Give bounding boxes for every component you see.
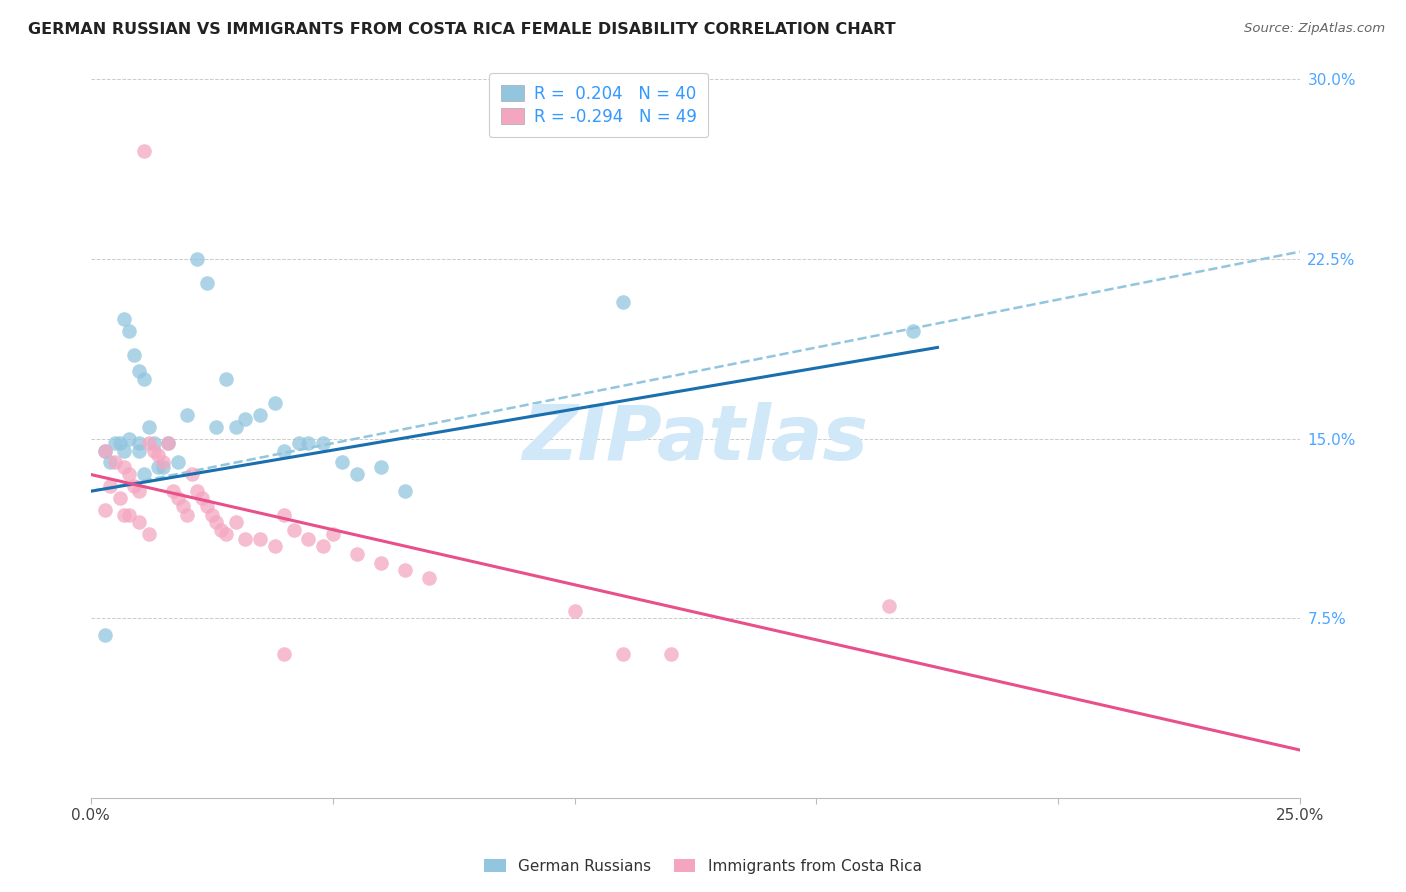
Point bbox=[132, 467, 155, 482]
Point bbox=[249, 408, 271, 422]
Point bbox=[877, 599, 900, 614]
Point bbox=[287, 436, 309, 450]
Text: ZIPatlas: ZIPatlas bbox=[523, 401, 869, 475]
Point bbox=[118, 508, 141, 523]
Point bbox=[225, 516, 247, 530]
Legend: R =  0.204   N = 40, R = -0.294   N = 49: R = 0.204 N = 40, R = -0.294 N = 49 bbox=[489, 73, 709, 137]
Point bbox=[418, 570, 440, 584]
Text: GERMAN RUSSIAN VS IMMIGRANTS FROM COSTA RICA FEMALE DISABILITY CORRELATION CHART: GERMAN RUSSIAN VS IMMIGRANTS FROM COSTA … bbox=[28, 22, 896, 37]
Point bbox=[114, 311, 136, 326]
Point bbox=[312, 436, 335, 450]
Point bbox=[612, 294, 634, 309]
Point bbox=[142, 436, 165, 450]
Point bbox=[564, 604, 586, 618]
Point bbox=[138, 436, 160, 450]
Point bbox=[209, 523, 232, 537]
Point bbox=[114, 460, 136, 475]
Point bbox=[191, 491, 214, 506]
Point bbox=[138, 419, 160, 434]
Point bbox=[122, 479, 145, 493]
Point bbox=[118, 432, 141, 446]
Point bbox=[128, 364, 150, 378]
Point bbox=[122, 348, 145, 362]
Point bbox=[176, 408, 198, 422]
Point bbox=[322, 527, 344, 541]
Point bbox=[108, 436, 131, 450]
Point bbox=[312, 540, 335, 554]
Point bbox=[132, 371, 155, 385]
Point bbox=[98, 455, 121, 469]
Point bbox=[195, 499, 218, 513]
Point bbox=[263, 395, 285, 409]
Point bbox=[200, 508, 222, 523]
Point bbox=[370, 556, 392, 570]
Point bbox=[157, 436, 180, 450]
Point bbox=[297, 436, 319, 450]
Point bbox=[273, 508, 295, 523]
Point bbox=[186, 252, 208, 266]
Point bbox=[176, 508, 198, 523]
Point bbox=[138, 527, 160, 541]
Point bbox=[273, 647, 295, 661]
Point bbox=[166, 455, 188, 469]
Point bbox=[148, 448, 170, 462]
Point bbox=[94, 443, 117, 458]
Point bbox=[152, 460, 174, 475]
Point bbox=[205, 419, 228, 434]
Point bbox=[148, 460, 170, 475]
Point bbox=[132, 144, 155, 158]
Point bbox=[394, 484, 416, 499]
Point bbox=[370, 460, 392, 475]
Point bbox=[108, 491, 131, 506]
Point bbox=[181, 467, 204, 482]
Point bbox=[104, 455, 127, 469]
Point bbox=[205, 516, 228, 530]
Point bbox=[297, 532, 319, 546]
Point bbox=[128, 443, 150, 458]
Point bbox=[249, 532, 271, 546]
Point bbox=[128, 484, 150, 499]
Point bbox=[235, 412, 257, 426]
Point bbox=[903, 324, 925, 338]
Point bbox=[186, 484, 208, 499]
Point bbox=[215, 527, 238, 541]
Point bbox=[157, 436, 180, 450]
Point bbox=[283, 523, 305, 537]
Point bbox=[346, 547, 368, 561]
Point bbox=[162, 484, 184, 499]
Point bbox=[235, 532, 257, 546]
Point bbox=[659, 647, 682, 661]
Point bbox=[346, 467, 368, 482]
Point bbox=[142, 443, 165, 458]
Point bbox=[94, 628, 117, 642]
Point bbox=[118, 467, 141, 482]
Point bbox=[118, 324, 141, 338]
Point bbox=[128, 436, 150, 450]
Point bbox=[172, 499, 194, 513]
Point bbox=[166, 491, 188, 506]
Point bbox=[263, 540, 285, 554]
Point bbox=[215, 371, 238, 385]
Point bbox=[612, 647, 634, 661]
Point bbox=[330, 455, 353, 469]
Point bbox=[98, 479, 121, 493]
Point bbox=[273, 443, 295, 458]
Point bbox=[195, 276, 218, 290]
Point bbox=[225, 419, 247, 434]
Text: Source: ZipAtlas.com: Source: ZipAtlas.com bbox=[1244, 22, 1385, 36]
Legend: German Russians, Immigrants from Costa Rica: German Russians, Immigrants from Costa R… bbox=[478, 853, 928, 880]
Point bbox=[104, 436, 127, 450]
Point bbox=[152, 455, 174, 469]
Point bbox=[114, 443, 136, 458]
Point bbox=[94, 443, 117, 458]
Point bbox=[394, 563, 416, 577]
Point bbox=[94, 503, 117, 517]
Point bbox=[114, 508, 136, 523]
Point bbox=[128, 516, 150, 530]
